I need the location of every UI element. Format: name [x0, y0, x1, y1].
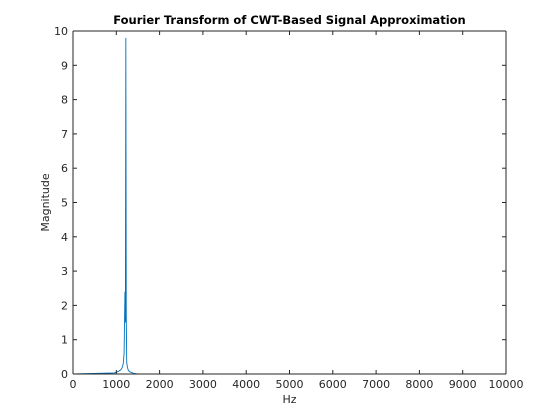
x-tick-label: 3000	[189, 378, 217, 391]
x-tick-label: 7000	[362, 378, 390, 391]
y-tick-label: 5	[61, 197, 68, 210]
y-tick-label: 8	[61, 94, 68, 107]
y-tick-label: 1	[61, 334, 68, 347]
x-tick-label: 9000	[449, 378, 477, 391]
y-tick-label: 7	[61, 128, 68, 141]
x-tick-label: 2000	[146, 378, 174, 391]
x-axis-label: Hz	[282, 393, 296, 406]
y-axis-label: Magnitude	[39, 173, 52, 232]
plot-area	[73, 31, 506, 374]
x-tick-label: 4000	[232, 378, 260, 391]
y-tick-label: 9	[61, 59, 68, 72]
x-tick-label: 8000	[405, 378, 433, 391]
y-tick-label: 4	[61, 231, 68, 244]
y-tick-label: 6	[61, 162, 68, 175]
axes-layer: 0 1000 2000 3000 4000 5000 6000 7000 8000 9000 100…	[54, 25, 524, 391]
x-tick-label: 0	[70, 378, 77, 391]
x-tick-label: 1000	[102, 378, 130, 391]
x-tick-label: 5000	[276, 378, 304, 391]
x-tick-label: 6000	[319, 378, 347, 391]
x-tick-label: 10000	[489, 378, 524, 391]
chart-title: Fourier Transform of CWT-Based Signal Ap…	[113, 13, 465, 27]
y-tick-label: 10	[54, 25, 68, 38]
y-tick-label: 0	[61, 368, 68, 381]
y-tick-label: 2	[61, 299, 68, 312]
y-tick-label: 3	[61, 265, 68, 278]
